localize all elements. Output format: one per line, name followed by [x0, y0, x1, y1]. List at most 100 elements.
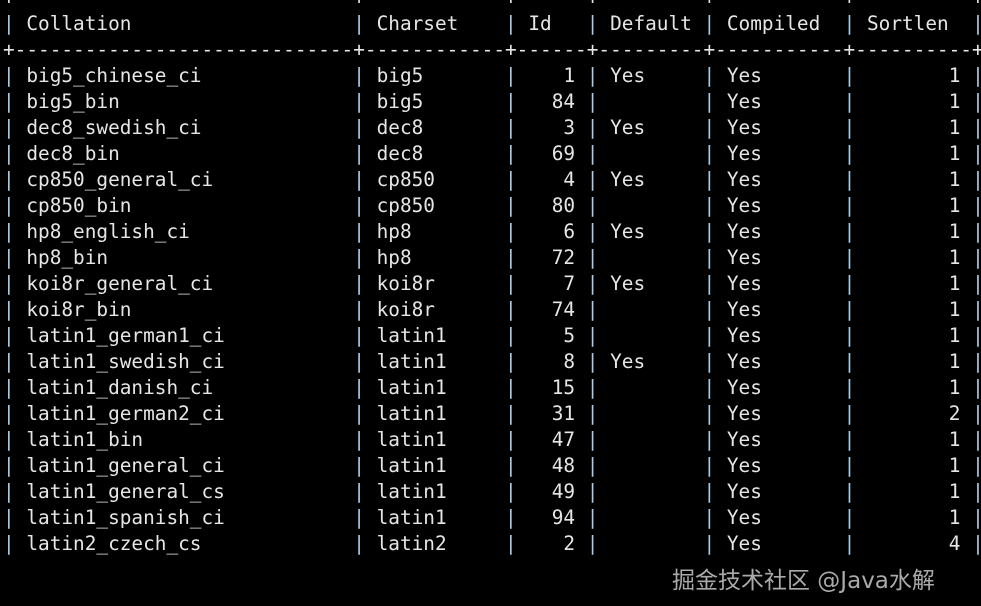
column-divider: | [843, 272, 867, 295]
table-cell: 94 [551, 506, 576, 529]
column-divider: | [703, 220, 727, 243]
column-divider: | [505, 272, 529, 295]
column-divider: | [843, 298, 867, 321]
table-cell: 1 [948, 298, 961, 321]
table-cell: latin1 [376, 506, 447, 529]
column-divider: | [703, 298, 727, 321]
table-cell: 1 [563, 64, 576, 87]
column-header: Sortlen [866, 12, 949, 35]
table-cell: Yes [726, 428, 762, 451]
table-cell: latin1_general_cs [26, 480, 225, 503]
column-divider: | [843, 246, 867, 269]
table-cell: 47 [551, 428, 576, 451]
table-cell: 1 [948, 480, 961, 503]
table-row: | latin1_bin | latin1 | 47 | | Yes | 1 | [3, 427, 981, 453]
table-cell: Yes [726, 532, 762, 555]
table-cell: 72 [551, 246, 576, 269]
column-header: Id [528, 12, 552, 35]
table-cell: Yes [726, 142, 762, 165]
column-divider: | [843, 480, 867, 503]
column-divider: | [505, 64, 529, 87]
column-divider: | [505, 402, 529, 425]
table-row: | latin1_spanish_ci | latin1 | 94 | | Ye… [3, 505, 981, 531]
column-divider: | [703, 272, 727, 295]
table-cell: latin1 [376, 350, 447, 373]
column-divider: | [353, 376, 377, 399]
column-divider: | [972, 350, 981, 373]
table-cell: 1 [948, 428, 961, 451]
table-cell: 6 [563, 220, 576, 243]
table-cell: Yes [726, 376, 762, 399]
table-cell: 15 [551, 376, 576, 399]
column-divider: | [353, 168, 377, 191]
column-divider: | [972, 376, 981, 399]
table-cell: 1 [948, 168, 961, 191]
table-cell: 1 [948, 116, 961, 139]
column-divider: | [586, 324, 611, 347]
table-row: | latin1_german1_ci | latin1 | 5 | | Yes… [3, 323, 981, 349]
column-divider: | [353, 402, 377, 425]
table-cell: 3 [563, 116, 576, 139]
table-cell: dec8 [376, 142, 424, 165]
table-cell: dec8_bin [26, 142, 120, 165]
column-divider: | [703, 142, 727, 165]
column-divider: | [505, 324, 529, 347]
table-row: | koi8r_general_ci | koi8r | 7 | Yes | Y… [3, 271, 981, 297]
column-divider: | [972, 324, 981, 347]
column-divider: | [703, 428, 727, 451]
table-cell: 1 [948, 142, 961, 165]
table-cell: cp850_bin [26, 194, 132, 217]
table-cell: dec8_swedish_ci [26, 116, 202, 139]
column-divider: | [3, 324, 27, 347]
table-cell: 1 [948, 324, 961, 347]
column-divider: | [353, 324, 377, 347]
column-divider: | [703, 64, 727, 87]
column-divider: | [843, 90, 867, 113]
column-divider: | [843, 454, 867, 477]
column-divider: | [505, 454, 529, 477]
table-cell: koi8r_general_ci [26, 272, 214, 295]
column-divider: | [353, 272, 377, 295]
table-cell: 1 [948, 506, 961, 529]
column-divider: | [353, 480, 377, 503]
column-divider: | [972, 142, 981, 165]
table-cell: latin1 [376, 376, 447, 399]
column-header: Charset [376, 12, 459, 35]
table-row: | cp850_general_ci | cp850 | 4 | Yes | Y… [3, 167, 981, 193]
column-divider: | [3, 220, 27, 243]
table-cell: Yes [726, 246, 762, 269]
column-divider: | [3, 64, 27, 87]
column-divider: | [505, 194, 529, 217]
column-divider: | [505, 116, 529, 139]
table-cell: 1 [948, 220, 961, 243]
table-cell: Yes [610, 64, 646, 87]
column-divider: | [505, 428, 529, 451]
column-divider: | [3, 532, 27, 555]
table-cell: 49 [551, 480, 576, 503]
table-cell: Yes [610, 220, 646, 243]
column-divider: | [505, 12, 529, 35]
column-divider: | [972, 116, 981, 139]
table-cell: big5_chinese_ci [26, 64, 202, 87]
table-cell: Yes [726, 480, 762, 503]
table-cell: Yes [726, 298, 762, 321]
column-divider: | [353, 90, 377, 113]
column-divider: | [353, 350, 377, 373]
table-cell: Yes [726, 506, 762, 529]
column-divider: | [843, 12, 867, 35]
column-divider: | [505, 90, 529, 113]
table-cell: Yes [726, 272, 762, 295]
table-cell: latin1_spanish_ci [26, 506, 225, 529]
table-cell: Yes [610, 272, 646, 295]
column-divider: | [703, 246, 727, 269]
column-divider: | [703, 12, 727, 35]
table-cell: Yes [610, 168, 646, 191]
table-row: | big5_chinese_ci | big5 | 1 | Yes | Yes… [3, 63, 981, 89]
column-divider: | [586, 220, 611, 243]
column-divider: | [843, 142, 867, 165]
table-border: +-----------------------------+---------… [3, 38, 981, 61]
table-cell: big5 [376, 64, 424, 87]
table-cell: latin1_german2_ci [26, 402, 225, 425]
column-divider: | [972, 12, 981, 35]
column-divider: | [353, 532, 377, 555]
